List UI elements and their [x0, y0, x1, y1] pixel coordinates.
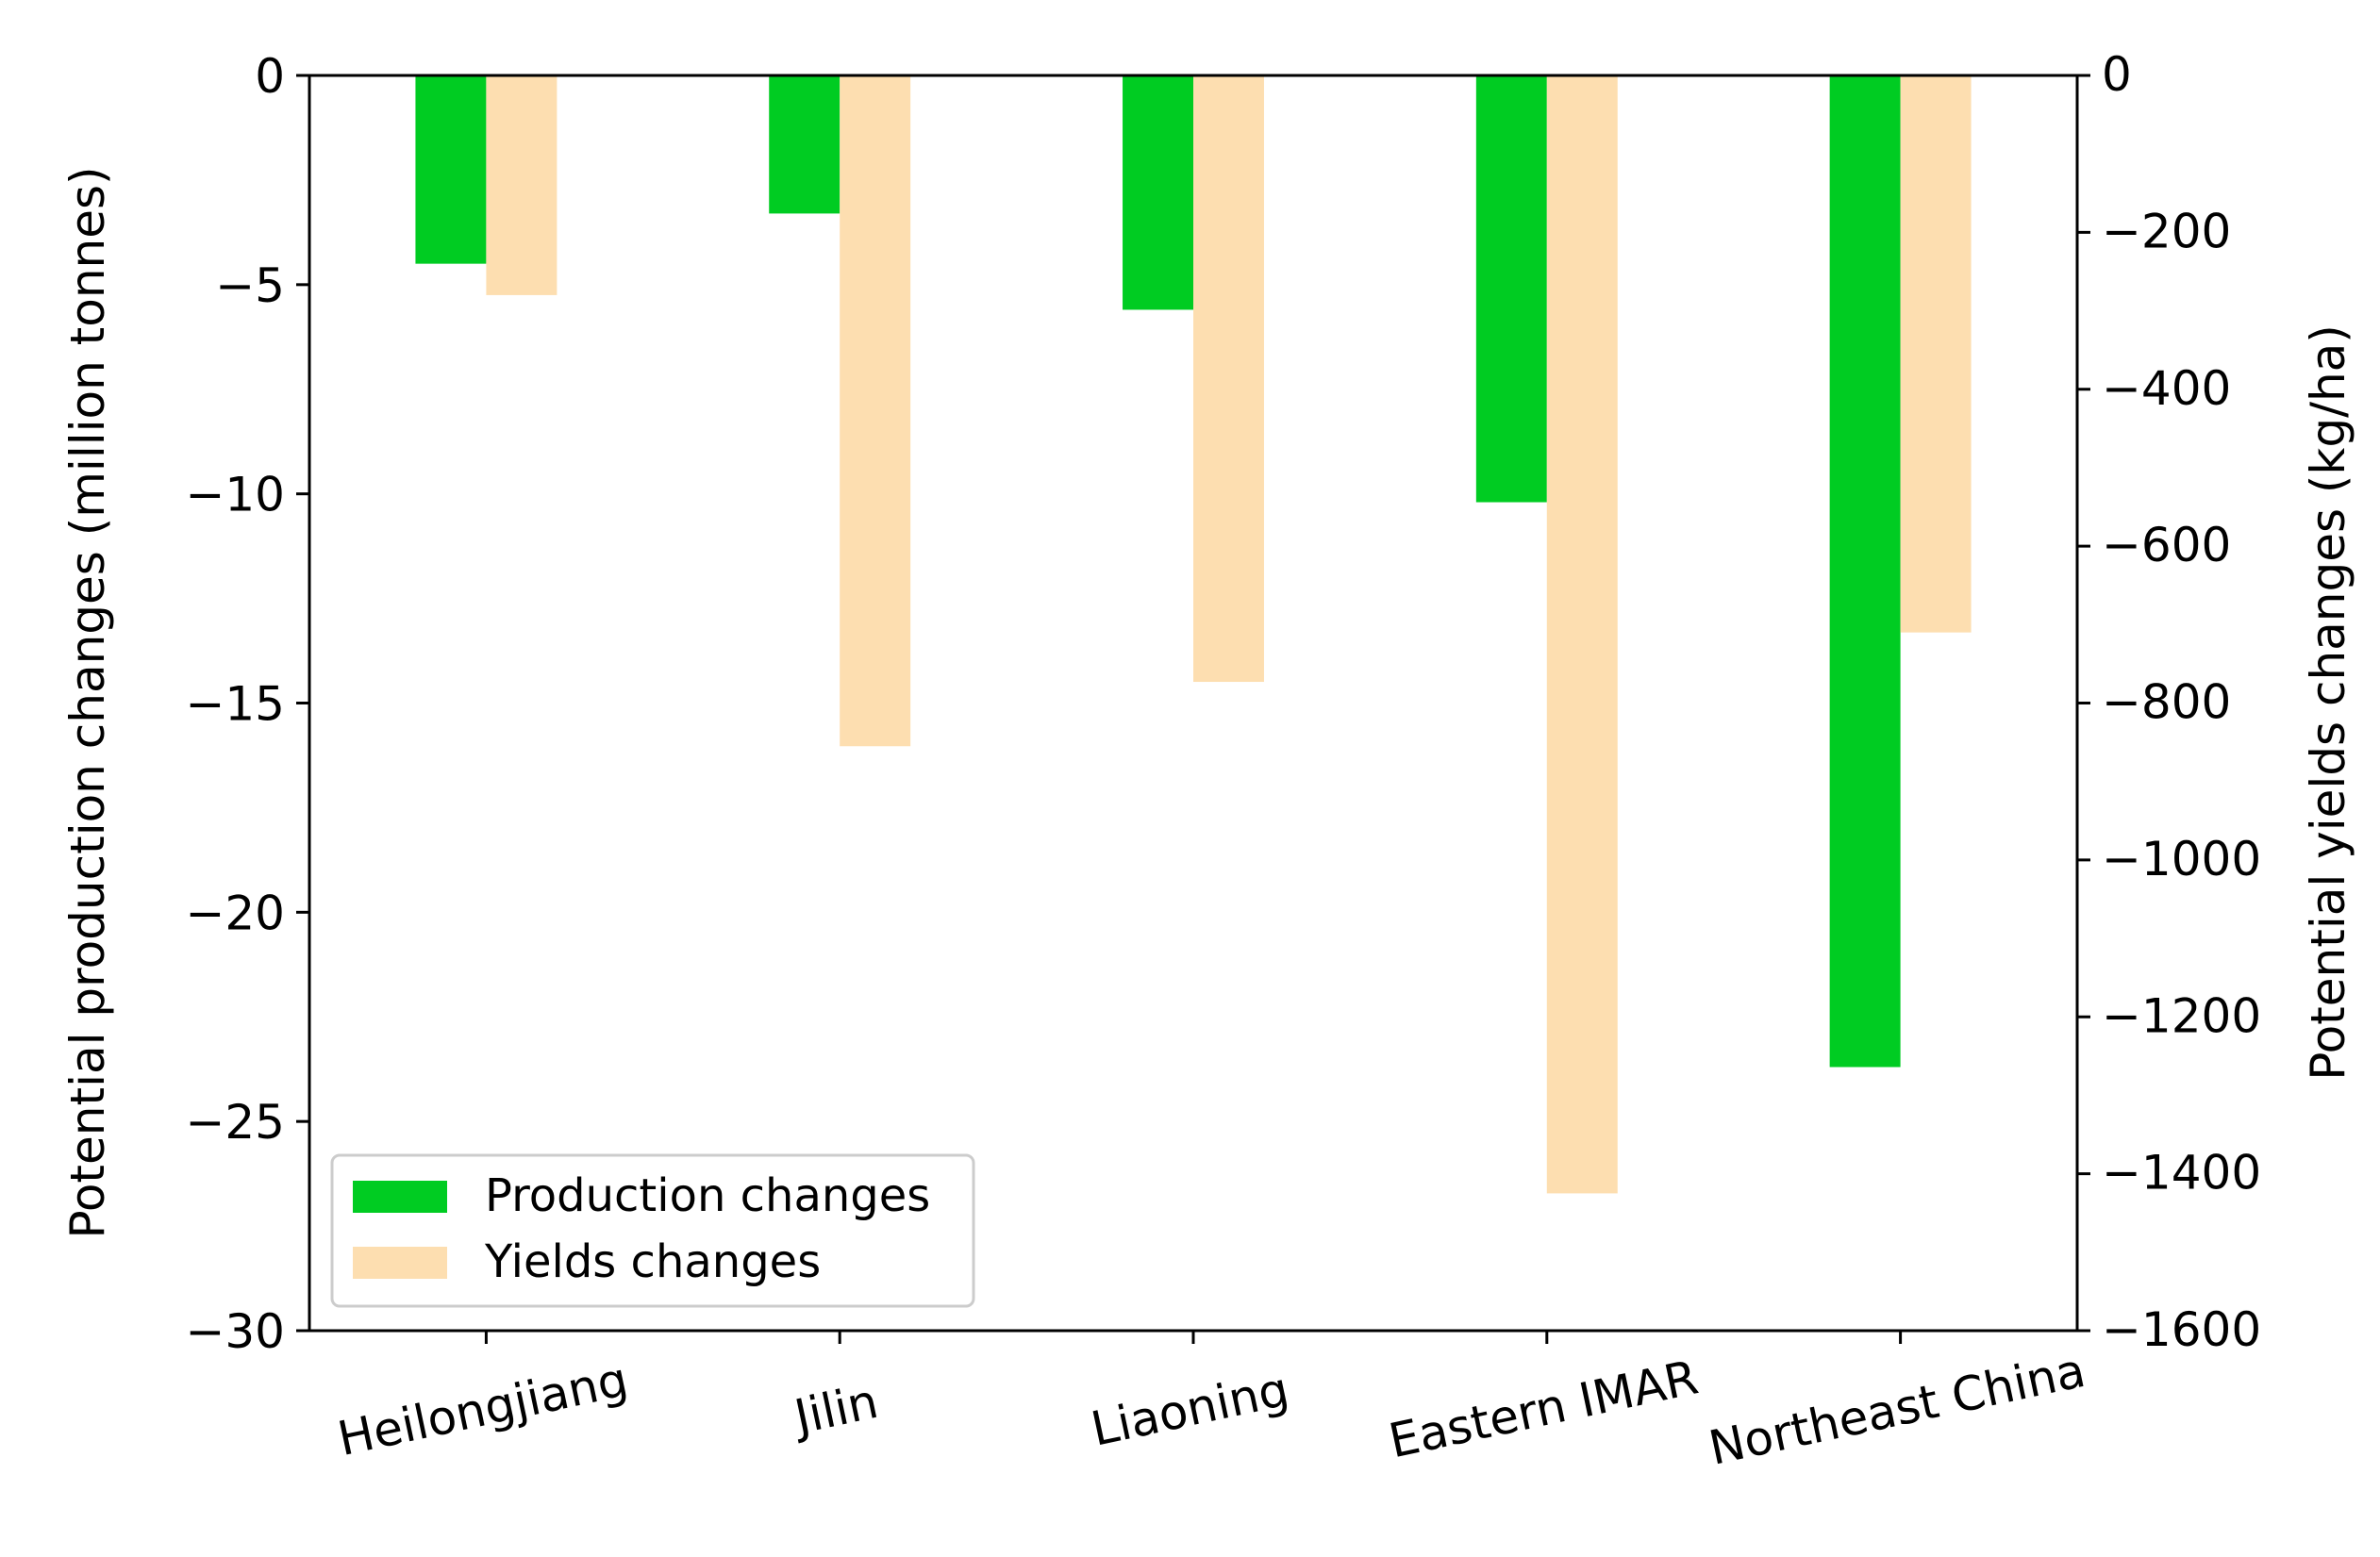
bar-yields-changes-heilongjiang [486, 75, 558, 295]
y-tick-label-left-2: −10 [185, 468, 285, 522]
y-tick-label-left-4: −20 [185, 886, 285, 940]
bar-production-changes-liaoning [1123, 75, 1193, 310]
y-tick-label-right-6: −1200 [2102, 988, 2261, 1043]
y-tick-label-right-4: −800 [2102, 675, 2231, 730]
y-tick-label-right-8: −1600 [2102, 1302, 2261, 1357]
bar-production-changes-jilin [769, 75, 840, 214]
y-tick-label-left-5: −25 [185, 1095, 285, 1150]
y-axis-label-left: Potential production changes (million to… [60, 166, 115, 1238]
y-tick-label-right-0: 0 [2102, 47, 2132, 102]
y-tick-label-right-2: −400 [2102, 361, 2231, 416]
bar-yields-changes-eastern-imar [1546, 75, 1618, 1194]
y-tick-label-right-5: −1000 [2102, 832, 2261, 886]
legend-swatch-yields [353, 1247, 447, 1279]
y-tick-label-right-7: −1400 [2102, 1146, 2261, 1201]
bar-production-changes-heilongjiang [415, 75, 487, 264]
legend: Production changes Yields changes [330, 1153, 975, 1308]
bar-yields-changes-jilin [840, 75, 911, 747]
bars-layer [415, 75, 1972, 1194]
y-tick-label-left-0: 0 [255, 49, 285, 104]
bar-yields-changes-liaoning [1193, 75, 1264, 683]
legend-label-production: Production changes [485, 1169, 930, 1222]
y-tick-label-right-3: −600 [2102, 518, 2231, 572]
y-tick-label-left-3: −15 [185, 677, 285, 732]
bar-yields-changes-northeast-china [1900, 75, 1972, 633]
y-tick-label-right-1: −200 [2102, 204, 2231, 258]
y-tick-label-left-6: −30 [185, 1304, 285, 1359]
legend-label-yields: Yields changes [484, 1235, 821, 1288]
bar-production-changes-northeast-china [1829, 75, 1901, 1068]
y-tick-label-left-1: −5 [215, 258, 285, 313]
legend-frame [330, 1153, 975, 1308]
legend-swatch-production [353, 1181, 447, 1213]
y-axis-label-right: Potential yields changes (kg/ha) [2301, 324, 2355, 1081]
bar-production-changes-eastern-imar [1475, 75, 1547, 503]
